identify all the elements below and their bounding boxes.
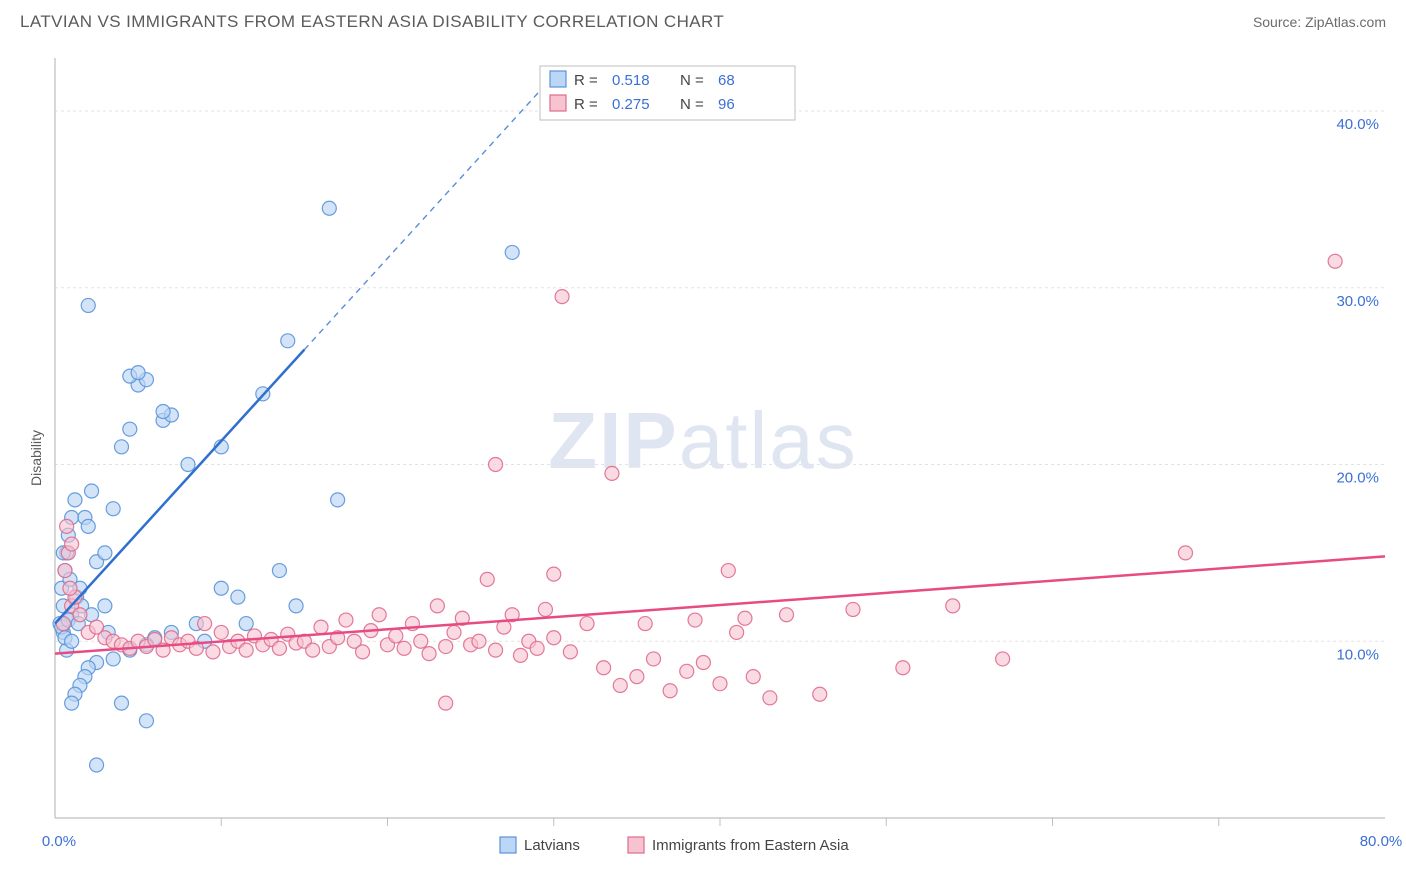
- svg-text:30.0%: 30.0%: [1336, 293, 1379, 310]
- svg-text:N =: N =: [680, 72, 704, 89]
- svg-text:0.0%: 0.0%: [42, 833, 76, 850]
- scatter-chart: 10.0% 20.0% 30.0% 40.0% 0.0% 80.0% R = 0.518 N =…: [0, 38, 1406, 878]
- svg-text:40.0%: 40.0%: [1336, 116, 1379, 133]
- svg-text:0.275: 0.275: [612, 96, 650, 113]
- svg-text:80.0%: 80.0%: [1360, 833, 1403, 850]
- svg-text:Latvians: Latvians: [524, 837, 580, 854]
- source-attribution: Source: ZipAtlas.com: [1253, 14, 1386, 30]
- svg-text:68: 68: [718, 72, 735, 89]
- svg-text:20.0%: 20.0%: [1336, 470, 1379, 487]
- svg-text:R =: R =: [574, 72, 598, 89]
- svg-text:10.0%: 10.0%: [1336, 646, 1379, 663]
- chart-title: LATVIAN VS IMMIGRANTS FROM EASTERN ASIA …: [20, 12, 724, 32]
- svg-text:R =: R =: [574, 96, 598, 113]
- chart-container: Disability ZIPatlas 10.0%20.0%30.0%40.0%…: [0, 38, 1406, 878]
- source-label: Source:: [1253, 14, 1305, 30]
- svg-text:N =: N =: [680, 96, 704, 113]
- source-value: ZipAtlas.com: [1305, 14, 1386, 30]
- svg-text:96: 96: [718, 96, 735, 113]
- svg-text:0.518: 0.518: [612, 72, 650, 89]
- svg-text:Immigrants from Eastern Asia: Immigrants from Eastern Asia: [652, 837, 849, 854]
